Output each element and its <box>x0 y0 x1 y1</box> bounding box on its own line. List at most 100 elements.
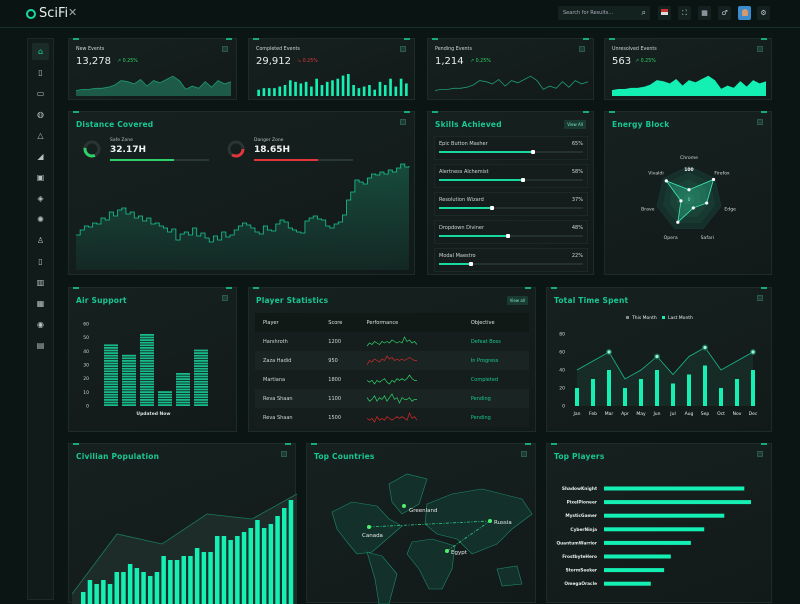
bar-segment <box>122 396 136 399</box>
bar <box>575 388 579 406</box>
bar <box>604 554 671 559</box>
table-row[interactable]: Harshroth 1200 Defeat Boss <box>255 332 529 351</box>
package-icon[interactable]: ▥ <box>36 278 45 287</box>
view-all-button[interactable]: View All <box>564 120 586 129</box>
player-score: 1800 <box>320 370 359 389</box>
table-row[interactable]: Martiana 1800 Completed <box>255 370 529 389</box>
bar-segment <box>104 365 118 367</box>
bar <box>299 83 303 96</box>
logo[interactable]: SciFi <box>26 6 68 21</box>
skill-percent: 37% <box>571 197 583 203</box>
bar-segment <box>194 378 208 380</box>
file-icon[interactable]: ▯ <box>38 68 43 77</box>
stat-value: 1,214 <box>435 56 464 67</box>
bar-segment <box>194 399 208 401</box>
menu-icon[interactable] <box>222 295 228 301</box>
globe-icon[interactable]: ◍ <box>37 110 44 119</box>
card-title: Player Statistics <box>256 296 329 305</box>
close-icon[interactable]: ✕ <box>68 6 78 19</box>
chart-icon[interactable]: ◢ <box>37 152 44 161</box>
marker-label: Russia <box>494 520 512 526</box>
menu-icon[interactable] <box>521 451 527 457</box>
bar <box>719 388 723 406</box>
bar-segment <box>194 375 208 378</box>
store-icon[interactable]: ▭ <box>36 89 45 98</box>
alert-icon[interactable]: △ <box>37 131 44 140</box>
flag-icon[interactable] <box>658 6 671 20</box>
menu-icon[interactable] <box>757 295 763 301</box>
menu-icon[interactable] <box>757 119 763 125</box>
location-icon[interactable]: ◉ <box>37 320 44 329</box>
settings-icon[interactable]: ⚙ <box>757 6 770 20</box>
table-icon[interactable]: ▦ <box>36 299 45 308</box>
marker-canada[interactable] <box>367 525 371 529</box>
search-icon[interactable]: ⌕ <box>641 8 646 17</box>
menu-icon[interactable] <box>757 46 763 52</box>
player-score: 1500 <box>320 408 359 427</box>
bar-segment <box>176 401 190 404</box>
player-name: Harshroth <box>255 332 321 351</box>
menu-icon[interactable] <box>579 46 585 52</box>
y-tick-label: 50 <box>83 335 89 341</box>
menu-icon[interactable] <box>757 451 763 457</box>
layers-icon[interactable]: ◈ <box>37 194 44 203</box>
bar-segment <box>194 383 208 386</box>
menu-icon[interactable] <box>222 46 228 52</box>
inbox-icon[interactable]: ▤ <box>36 341 45 350</box>
bar-segment <box>104 378 118 380</box>
radar-min-label: 0 <box>688 197 691 203</box>
civilian-chart <box>71 493 298 604</box>
table-row[interactable]: Reva Shaan 1100 Pending <box>255 389 529 408</box>
notification-icon[interactable]: ♂ <box>718 6 731 20</box>
view-all-button[interactable]: View all <box>506 296 528 305</box>
avatar[interactable] <box>738 6 751 20</box>
settings-icon[interactable]: ✺ <box>37 215 44 224</box>
home-icon[interactable]: ⌂ <box>32 43 49 60</box>
skill-progress <box>439 234 583 238</box>
award-icon[interactable]: ♙ <box>36 236 45 245</box>
radar-point <box>687 188 691 192</box>
updated-label: Updated Now <box>136 412 171 417</box>
bar-segment <box>104 380 118 383</box>
danger-zone-fill <box>254 159 319 161</box>
player-name: Reva Shaan <box>255 389 321 408</box>
bar <box>81 592 86 604</box>
fullscreen-icon[interactable]: ⛶ <box>678 6 691 20</box>
menu-icon[interactable] <box>400 46 406 52</box>
marker-russia[interactable] <box>488 519 492 523</box>
grid-icon[interactable]: ▣ <box>36 173 45 182</box>
bar <box>639 379 643 406</box>
menu-icon[interactable] <box>400 119 406 125</box>
skill-item: Epic Button Masher 65% <box>434 136 588 160</box>
player-name: Reva Shaan <box>255 408 321 427</box>
marker-egypt[interactable] <box>445 549 449 553</box>
bar <box>383 85 387 96</box>
table-row[interactable]: Reva Shaan 1500 Pending <box>255 408 529 427</box>
bar-segment <box>158 393 172 396</box>
bar-segment <box>122 391 136 393</box>
table-row[interactable]: Zaza Hadid 950 In Progress <box>255 351 529 370</box>
performance-sparkline <box>358 332 463 351</box>
bar <box>341 75 345 96</box>
y-tick-label: 20 <box>83 376 89 382</box>
distance-card: Distance Covered Safe Zone 32.17H Danger… <box>68 111 415 275</box>
skill-name: Dropdown Diviner <box>439 225 484 231</box>
bar-segment <box>176 386 190 388</box>
bar-segment <box>122 375 136 378</box>
y-tick-label: 60 <box>83 322 89 328</box>
radar-grid <box>682 192 696 206</box>
bar-segment <box>194 370 208 373</box>
search-input[interactable]: Search for Results... ⌕ <box>558 6 650 20</box>
stat-change-value: 0.25% <box>302 59 318 64</box>
skill-progress <box>439 206 583 210</box>
menu-icon[interactable] <box>281 451 287 457</box>
card-title: Skills Achieved <box>435 120 502 129</box>
bar-segment <box>122 367 136 370</box>
player-objective: Pending <box>462 408 529 427</box>
bar-segment <box>194 380 208 383</box>
document-icon[interactable]: ▯ <box>38 257 43 266</box>
bar-segment <box>104 347 118 349</box>
apps-icon[interactable]: ▦ <box>698 6 711 20</box>
player-score: 1200 <box>320 332 359 351</box>
marker-greenland[interactable] <box>402 504 406 508</box>
